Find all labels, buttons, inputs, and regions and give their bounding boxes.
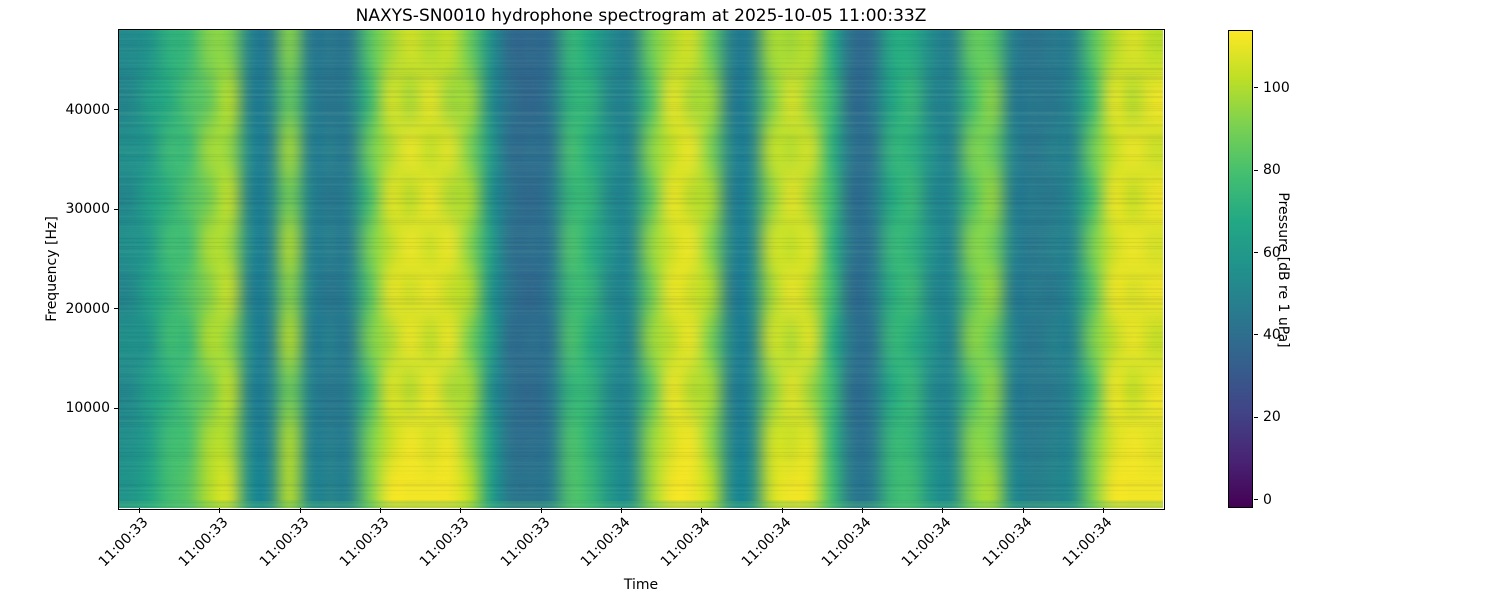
y-tick-label: 30000: [65, 201, 110, 218]
x-tick-mark: [299, 508, 301, 513]
x-tick-label: 11:00:34: [899, 514, 955, 571]
x-tick-mark: [1022, 508, 1024, 513]
colorbar-tick-label: 40: [1263, 326, 1281, 343]
x-tick-label: 11:00:34: [1059, 514, 1116, 571]
y-tick-label: 40000: [65, 101, 110, 118]
x-tick-mark: [1103, 508, 1104, 513]
colorbar-tick-mark: [1254, 169, 1258, 171]
x-tick-mark: [460, 508, 462, 513]
chart-title: NAXYS-SN0010 hydrophone spectrogram at 2…: [355, 6, 927, 26]
colorbar-tick-label: 100: [1263, 79, 1290, 96]
colorbar-tick-mark: [1254, 87, 1258, 89]
colorbar-tick-mark: [1254, 416, 1258, 418]
x-tick-label: 11:00:34: [658, 514, 714, 571]
x-tick-label: 11:00:34: [979, 514, 1036, 571]
x-tick-label: 11:00:33: [176, 514, 232, 571]
x-tick-label: 11:00:34: [738, 514, 795, 571]
y-tick-label: 10000: [65, 400, 110, 417]
spectrogram-heatmap-canvas: [119, 30, 1163, 508]
y-tick-mark: [114, 308, 118, 310]
x-tick-label: 11:00:33: [417, 514, 473, 571]
x-tick-mark: [219, 508, 221, 513]
x-tick-label: 11:00:33: [497, 514, 554, 571]
x-tick-mark: [701, 508, 703, 513]
colorbar-tick-label: 0: [1263, 491, 1272, 508]
x-tick-label: 11:00:33: [336, 514, 393, 571]
x-tick-mark: [380, 508, 381, 513]
y-tick-mark: [114, 109, 118, 111]
y-tick-mark: [114, 208, 118, 210]
x-tick-mark: [942, 508, 944, 513]
y-tick-label: 20000: [65, 300, 110, 317]
colorbar-tick-mark: [1254, 252, 1258, 254]
x-axis-label: Time: [623, 577, 659, 593]
colorbar-tick-label: 60: [1263, 244, 1281, 261]
x-tick-label: 11:00:34: [818, 514, 875, 571]
x-tick-label: 11:00:34: [577, 514, 634, 571]
x-tick-mark: [540, 508, 542, 513]
x-tick-mark: [621, 508, 622, 513]
colorbar-tick-mark: [1254, 334, 1258, 336]
x-tick-mark: [139, 508, 140, 513]
y-tick-mark: [114, 407, 118, 409]
x-tick-label: 11:00:33: [256, 514, 313, 571]
colorbar-tick-label: 80: [1263, 162, 1281, 179]
x-tick-mark: [862, 508, 863, 513]
colorbar-label: Pressure [dB re 1 uPa]: [1275, 192, 1291, 348]
x-tick-mark: [781, 508, 783, 513]
x-tick-label: 11:00:33: [95, 514, 152, 571]
colorbar: [1228, 30, 1253, 508]
colorbar-tick-label: 20: [1263, 409, 1281, 426]
colorbar-tick-mark: [1254, 499, 1258, 501]
